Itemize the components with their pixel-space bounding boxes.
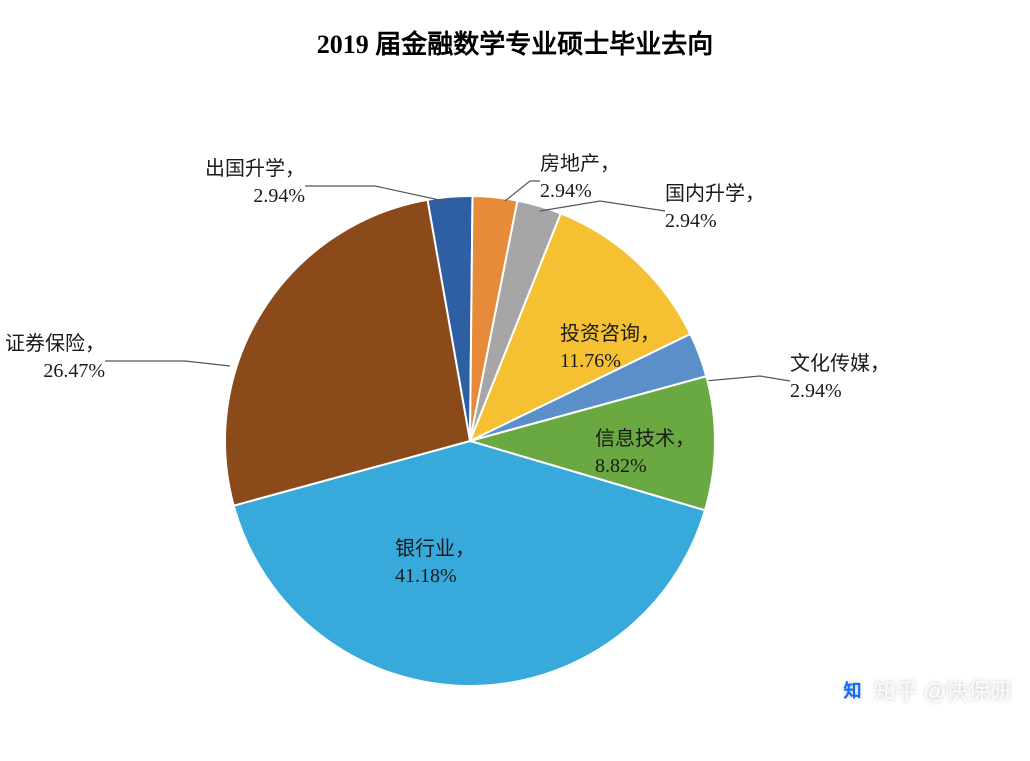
slice-label: 证券保险，26.47% [5,331,105,385]
leader-line [105,361,230,366]
slice-label-name: 银行业， [395,536,475,563]
slice-label: 出国升学，2.94% [205,156,305,210]
slice-label: 信息技术，8.82% [595,426,695,480]
slice-label-name: 国内升学， [665,181,765,208]
chart-title: 2019 届金融数学专业硕士毕业去向 [0,0,1030,61]
slice-label: 文化传媒，2.94% [790,351,890,405]
slice-label-name: 证券保险， [5,331,105,358]
slice-label-name: 出国升学， [205,156,305,183]
slice-label-name: 信息技术， [595,426,695,453]
leader-line [305,186,444,201]
zhihu-logo-icon: 知 [840,677,866,703]
slice-label-percent: 8.82% [595,453,695,480]
slice-label: 投资咨询，11.76% [560,321,660,375]
slice-label-percent: 11.76% [560,348,660,375]
slice-label-percent: 2.94% [790,378,890,405]
leader-line [505,181,540,201]
watermark-text: 知乎 @快保研 [874,674,1012,706]
leader-line [705,376,790,381]
slice-label-name: 文化传媒， [790,351,890,378]
slice-label-name: 房地产， [540,151,620,178]
slice-label-percent: 26.47% [5,358,105,385]
pie-chart: 出国升学，2.94%房地产，2.94%国内升学，2.94%投资咨询，11.76%… [0,61,1030,701]
slice-label: 房地产，2.94% [540,151,620,205]
slice-label-percent: 2.94% [205,183,305,210]
slice-label-percent: 2.94% [540,178,620,205]
slice-label-percent: 2.94% [665,208,765,235]
slice-label-percent: 41.18% [395,563,475,590]
pie-svg [0,61,1030,761]
slice-label-name: 投资咨询， [560,321,660,348]
slice-label: 银行业，41.18% [395,536,475,590]
watermark: 知 知乎 @快保研 [840,674,1012,706]
slice-label: 国内升学，2.94% [665,181,765,235]
